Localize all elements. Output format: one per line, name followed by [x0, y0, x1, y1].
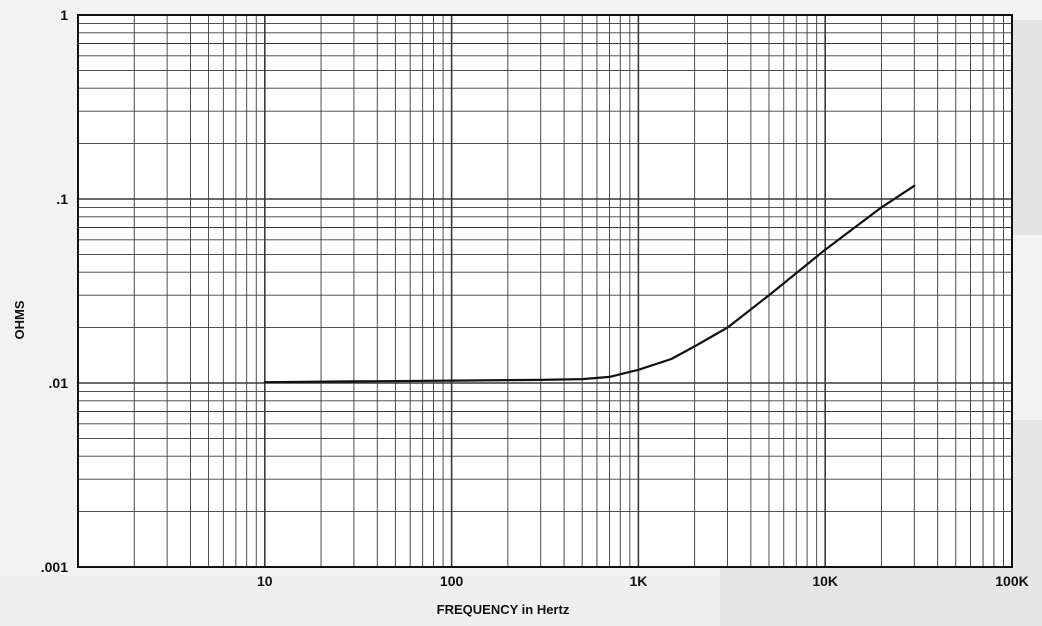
y-tick-label: .1	[56, 191, 68, 207]
plot-frame	[77, 14, 1013, 568]
y-tick-labels: 1 .1 .01 .001	[41, 7, 68, 575]
y-tick-label: 1	[60, 7, 68, 23]
x-tick-labels: 10 100 1K 10K 100K	[257, 573, 1029, 589]
series-line	[263, 184, 916, 384]
x-tick-label: 1K	[629, 573, 647, 589]
y-axis-title: OHMS	[12, 300, 27, 339]
plot-area	[78, 15, 1012, 567]
x-axis-title: FREQUENCY in Hertz	[437, 602, 570, 617]
x-tick-label: 10K	[812, 573, 838, 589]
x-tick-label: 100K	[995, 573, 1028, 589]
y-tick-label: .01	[49, 375, 69, 391]
y-tick-label: .001	[41, 559, 68, 575]
series-group	[263, 184, 916, 384]
x-tick-label: 10	[257, 573, 273, 589]
x-tick-label: 100	[440, 573, 464, 589]
